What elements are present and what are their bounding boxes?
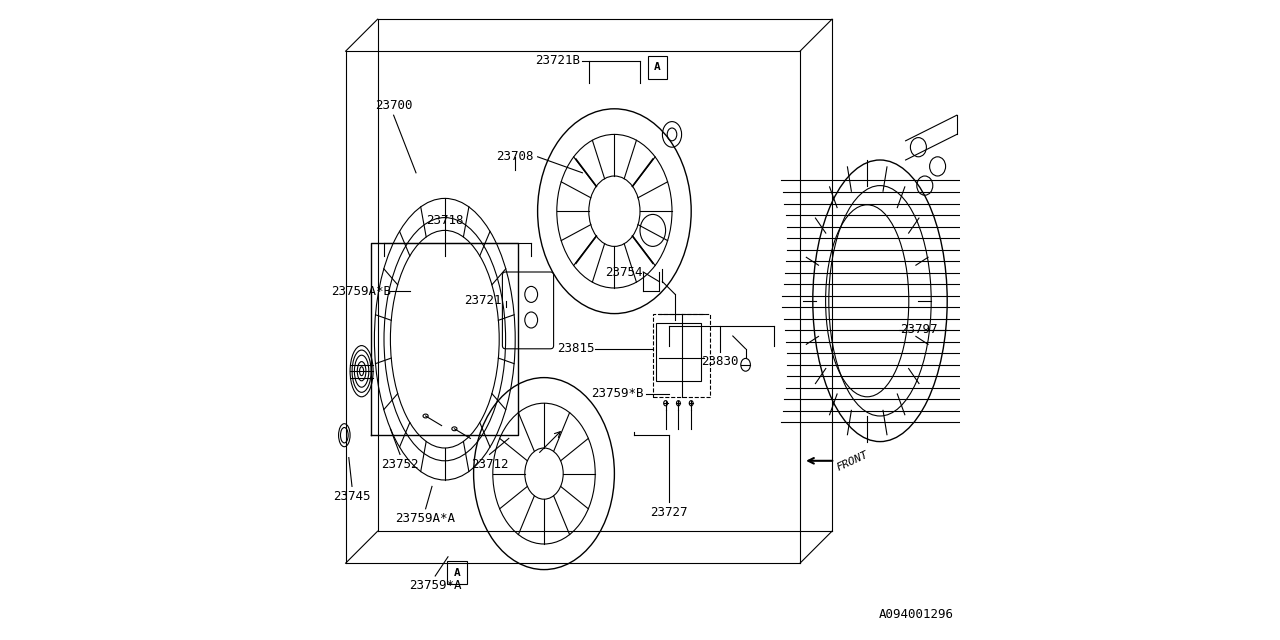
Text: 23718: 23718 — [426, 214, 463, 227]
Text: 23721B: 23721B — [535, 54, 581, 67]
Text: 23759A*A: 23759A*A — [396, 512, 456, 525]
Text: 23759*B: 23759*B — [591, 387, 644, 400]
Text: 23797: 23797 — [900, 323, 937, 336]
Text: 23708: 23708 — [497, 150, 534, 163]
Text: FRONT: FRONT — [836, 449, 870, 472]
Text: A094001296: A094001296 — [878, 608, 954, 621]
Bar — [448, 561, 467, 584]
Text: 23700: 23700 — [375, 99, 412, 112]
Bar — [648, 56, 667, 79]
Text: 23815: 23815 — [557, 342, 595, 355]
Bar — [657, 323, 701, 381]
Text: A: A — [453, 568, 461, 578]
Text: 23752: 23752 — [381, 458, 419, 470]
Text: 23830: 23830 — [701, 355, 739, 368]
Text: 23759*A: 23759*A — [408, 579, 462, 592]
Text: 23727: 23727 — [650, 506, 687, 518]
Text: 23754: 23754 — [605, 266, 643, 278]
Text: 23759A*B: 23759A*B — [332, 285, 392, 298]
Text: 23745: 23745 — [333, 490, 371, 502]
Bar — [653, 314, 710, 397]
Text: A: A — [654, 62, 660, 72]
Text: 23712: 23712 — [471, 458, 508, 470]
Text: 23721: 23721 — [465, 294, 502, 307]
